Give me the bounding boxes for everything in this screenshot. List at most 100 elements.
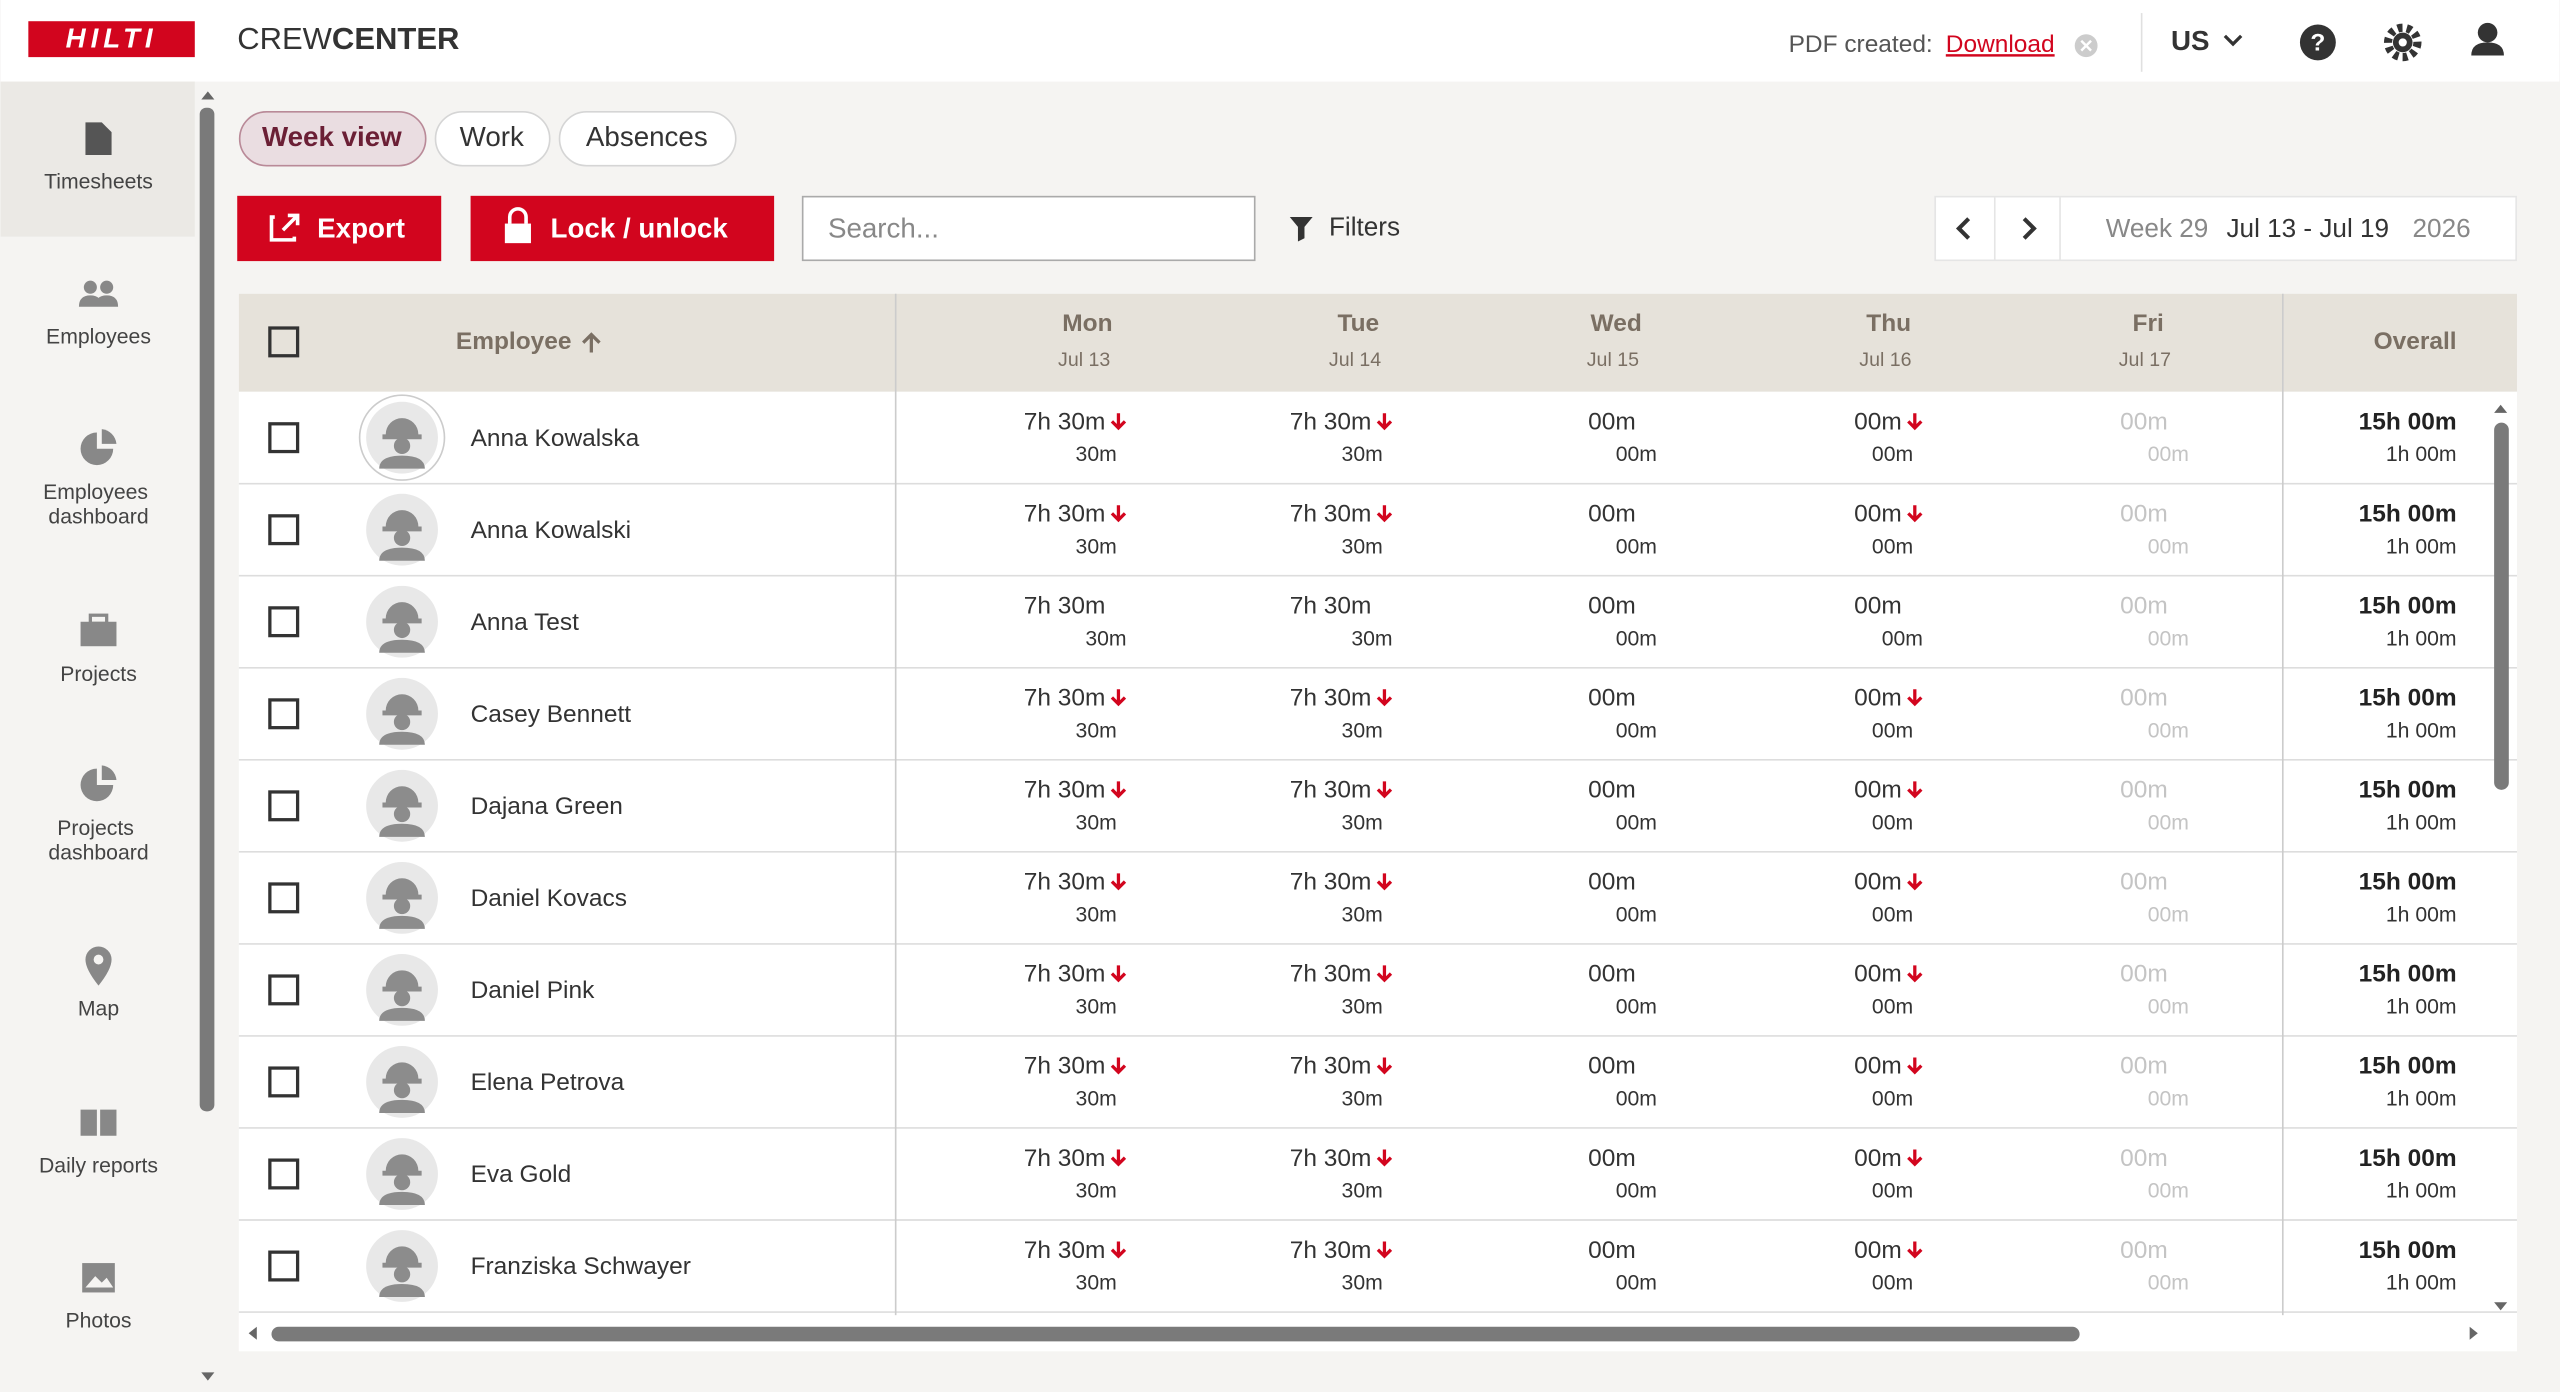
scroll-left[interactable] xyxy=(248,1326,257,1340)
day-break: 00m xyxy=(1872,719,1913,742)
day-hours: 00m xyxy=(1588,408,1636,435)
row-checkbox[interactable] xyxy=(268,1066,300,1098)
overall-hours: 15h 00m xyxy=(2359,1053,2457,1080)
sidebar-scroll-thumb[interactable] xyxy=(199,107,215,1112)
nav-label-line: dashboard xyxy=(48,505,148,528)
day-hours: 00m xyxy=(1588,500,1636,527)
employee-name: Anna Kowalska xyxy=(471,425,640,452)
nav-item[interactable]: Projects xyxy=(60,613,137,686)
search-input[interactable] xyxy=(801,195,1256,262)
day-break: 30m xyxy=(1076,1088,1117,1111)
alert-arrow xyxy=(1376,505,1393,523)
nav-item[interactable]: Map xyxy=(78,946,119,1021)
gear-teeth xyxy=(2383,23,2422,62)
overall-hours: 15h 00m xyxy=(2359,869,2457,896)
avatar-hat xyxy=(382,418,422,440)
overall-hours: 15h 00m xyxy=(2359,1237,2457,1264)
logo-text: HILTI xyxy=(66,22,158,53)
filter-icon[interactable] xyxy=(1289,217,1313,242)
nav-item[interactable]: Projects dashboard xyxy=(48,765,149,864)
day-break: 00m xyxy=(2148,1180,2189,1203)
day-hours: 00m xyxy=(2120,593,2168,620)
app-prefix: CREW xyxy=(237,21,332,56)
next-week[interactable] xyxy=(2022,217,2037,240)
row-checkbox[interactable] xyxy=(268,882,300,914)
day-hours: 7h 30m xyxy=(1024,1053,1106,1080)
table-body: Anna Kowalska 7h 30m 30m 7h 30m 30m 00m 00m 00m… xyxy=(238,394,2517,1313)
day-hours: 7h 30m xyxy=(1290,408,1372,435)
vscroll-up[interactable] xyxy=(2494,404,2508,413)
help-icon[interactable] xyxy=(2299,24,2336,61)
day-date: Jul 16 xyxy=(1859,349,1911,371)
alert-arrow xyxy=(1376,873,1393,891)
scroll-down[interactable] xyxy=(201,1372,215,1381)
row-checkbox[interactable] xyxy=(268,514,300,546)
day-break: 30m xyxy=(1076,443,1117,466)
table-row: Anna Kowalski 7h 30m 30m 7h 30m 30m 00m 00m 00m… xyxy=(238,493,2517,577)
tab[interactable] xyxy=(238,110,427,167)
scroll-right[interactable] xyxy=(2469,1326,2478,1340)
alert-arrow xyxy=(1110,413,1127,431)
overall-hours: 15h 00m xyxy=(2359,593,2457,620)
nav-item[interactable]: Employees xyxy=(46,280,151,349)
alert-arrow xyxy=(1376,1241,1393,1259)
avatar-body xyxy=(379,1191,425,1205)
alert-arrow xyxy=(1376,689,1393,707)
alert-arrow xyxy=(1907,1057,1923,1075)
nav-icon xyxy=(85,122,112,156)
logo[interactable] xyxy=(28,21,195,58)
nav-item[interactable]: Daily reports xyxy=(39,1109,158,1178)
hscroll-thumb[interactable] xyxy=(271,1326,2080,1342)
avatar-face xyxy=(393,805,411,823)
day-hours: 00m xyxy=(1588,777,1636,804)
settings-icon[interactable] xyxy=(2383,23,2422,62)
employee-header[interactable]: Employee xyxy=(456,328,572,355)
day-date: Jul 14 xyxy=(1329,349,1381,371)
tab[interactable] xyxy=(434,110,551,167)
overall-header: Overall xyxy=(2374,328,2457,355)
pdf-download[interactable]: Download xyxy=(1946,31,2055,58)
region[interactable]: US xyxy=(2171,25,2210,56)
avatar-face xyxy=(393,1081,411,1099)
nav-icon xyxy=(78,295,119,307)
day-break: 30m xyxy=(1076,995,1117,1018)
day-break: 00m xyxy=(2148,1088,2189,1111)
row-checkbox[interactable] xyxy=(268,698,300,730)
day-hours: 7h 30m xyxy=(1024,500,1106,527)
vscroll-thumb[interactable] xyxy=(2494,422,2509,790)
overall-break: 1h 00m xyxy=(2386,1088,2457,1111)
nav-item[interactable]: Employees dashboard xyxy=(43,429,154,528)
nav-item[interactable]: Photos xyxy=(66,1263,132,1332)
row-checkbox[interactable] xyxy=(268,974,300,1006)
row-checkbox[interactable] xyxy=(268,422,300,454)
avatar-hat xyxy=(382,1062,422,1084)
row-checkbox[interactable] xyxy=(268,606,300,638)
day-hours: 00m xyxy=(1854,1237,1902,1264)
alert-arrow xyxy=(1907,781,1923,799)
overall-break: 1h 00m xyxy=(2386,1272,2457,1295)
user-icon[interactable] xyxy=(2471,22,2504,56)
day-break: 00m xyxy=(2148,719,2189,742)
nav-icon xyxy=(80,768,114,802)
row-checkbox[interactable] xyxy=(268,1250,300,1282)
avatar-face xyxy=(393,529,411,547)
header-bar xyxy=(0,0,2560,82)
filters-label[interactable]: Filters xyxy=(1329,211,1400,241)
nav-item[interactable]: Timesheets xyxy=(44,122,153,193)
row-checkbox[interactable] xyxy=(268,790,300,822)
row-checkbox[interactable] xyxy=(268,1158,300,1190)
vscroll-down[interactable] xyxy=(2494,1302,2508,1311)
select-all-checkbox[interactable] xyxy=(268,326,300,358)
nav-icon xyxy=(88,613,109,626)
nav-icon xyxy=(85,946,112,986)
app-suffix: CENTER xyxy=(332,21,459,56)
avatar-body xyxy=(379,455,425,469)
tab[interactable] xyxy=(558,110,737,167)
day-name: Mon xyxy=(1062,310,1112,337)
scroll-up[interactable] xyxy=(201,91,215,100)
overall-break: 1h 00m xyxy=(2386,719,2457,742)
day-hours: 7h 30m xyxy=(1290,500,1372,527)
week-year: 2026 xyxy=(2413,213,2471,243)
day-break: 30m xyxy=(1342,719,1383,742)
prev-week[interactable] xyxy=(1955,217,1971,240)
